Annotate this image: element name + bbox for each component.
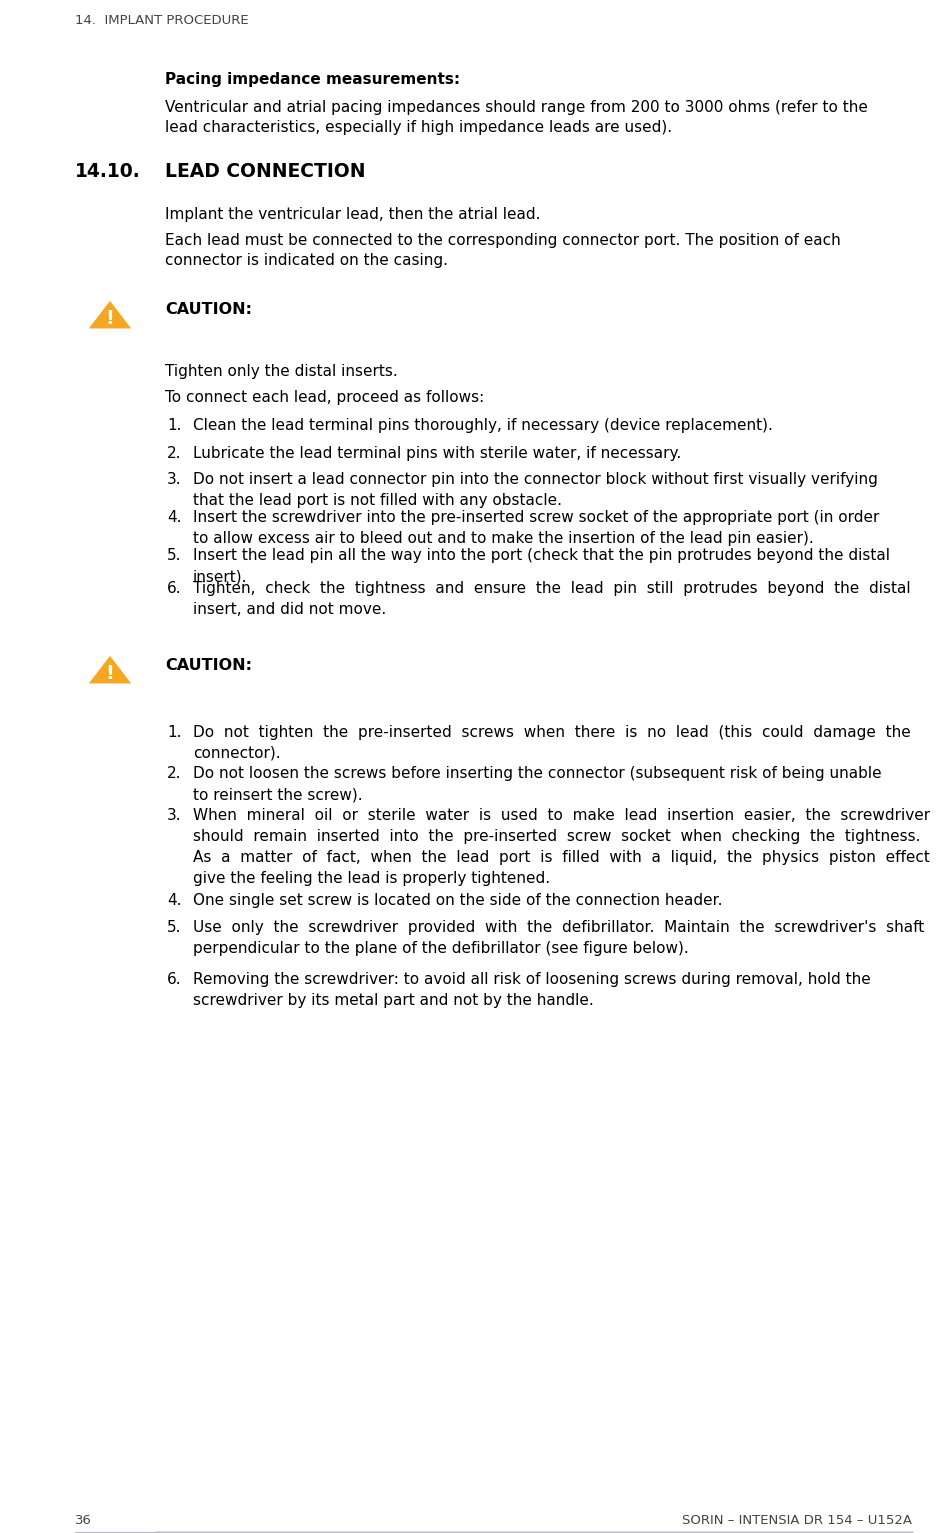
Text: 14.  IMPLANT PROCEDURE: 14. IMPLANT PROCEDURE <box>75 14 248 28</box>
Text: screwdriver by its metal part and not by the handle.: screwdriver by its metal part and not by… <box>193 993 594 1009</box>
Text: Ventricular and atrial pacing impedances should range from 200 to 3000 ohms (ref: Ventricular and atrial pacing impedances… <box>165 100 868 115</box>
Text: 6.: 6. <box>167 972 181 987</box>
Text: lead characteristics, especially if high impedance leads are used).: lead characteristics, especially if high… <box>165 120 672 135</box>
Text: CAUTION:: CAUTION: <box>165 658 252 673</box>
Text: As  a  matter  of  fact,  when  the  lead  port  is  filled  with  a  liquid,  t: As a matter of fact, when the lead port … <box>193 849 940 865</box>
Text: perpendicular to the plane of the defibrillator (see figure below).: perpendicular to the plane of the defibr… <box>193 941 689 957</box>
Text: Use  only  the  screwdriver  provided  with  the  defibrillator.  Maintain  the : Use only the screwdriver provided with t… <box>193 920 924 935</box>
Text: Insert the lead pin all the way into the port (check that the pin protrudes beyo: Insert the lead pin all the way into the… <box>193 547 890 563</box>
Text: Removing the screwdriver: to avoid all risk of loosening screws during removal, : Removing the screwdriver: to avoid all r… <box>193 972 870 987</box>
Text: should  remain  inserted  into  the  pre-inserted  screw  socket  when  checking: should remain inserted into the pre-inse… <box>193 829 920 845</box>
Text: Do not loosen the screws before inserting the connector (subsequent risk of bein: Do not loosen the screws before insertin… <box>193 766 882 780</box>
Text: insert).: insert). <box>193 569 247 584</box>
Text: SORIN – INTENSIA DR 154 – U152A: SORIN – INTENSIA DR 154 – U152A <box>682 1515 912 1527</box>
Text: 4.: 4. <box>167 894 181 908</box>
Text: Implant the ventricular lead, then the atrial lead.: Implant the ventricular lead, then the a… <box>165 207 540 222</box>
Text: connector).: connector). <box>193 747 281 760</box>
Text: 36: 36 <box>75 1515 92 1527</box>
Text: 3.: 3. <box>167 808 181 823</box>
Text: Do not insert a lead connector pin into the connector block without first visual: Do not insert a lead connector pin into … <box>193 472 878 487</box>
Text: Pacing impedance measurements:: Pacing impedance measurements: <box>165 72 460 87</box>
Text: 1.: 1. <box>167 725 181 740</box>
Text: Each lead must be connected to the corresponding connector port. The position of: Each lead must be connected to the corre… <box>165 233 840 248</box>
Text: insert, and did not move.: insert, and did not move. <box>193 602 386 616</box>
Text: CAUTION:: CAUTION: <box>165 302 252 317</box>
Text: 2.: 2. <box>167 446 181 461</box>
Text: Tighten,  check  the  tightness  and  ensure  the  lead  pin  still  protrudes  : Tighten, check the tightness and ensure … <box>193 581 911 596</box>
Polygon shape <box>86 299 134 330</box>
Text: 4.: 4. <box>167 510 181 524</box>
Text: Tighten only the distal inserts.: Tighten only the distal inserts. <box>165 363 398 379</box>
Text: connector is indicated on the casing.: connector is indicated on the casing. <box>165 253 448 268</box>
Text: 14.10.: 14.10. <box>75 162 141 181</box>
Text: Insert the screwdriver into the pre-inserted screw socket of the appropriate por: Insert the screwdriver into the pre-inse… <box>193 510 880 524</box>
Text: 5.: 5. <box>167 547 181 563</box>
Text: Do  not  tighten  the  pre-inserted  screws  when  there  is  no  lead  (this  c: Do not tighten the pre-inserted screws w… <box>193 725 911 740</box>
Text: !: ! <box>105 664 115 684</box>
Text: 6.: 6. <box>167 581 181 596</box>
Text: 3.: 3. <box>167 472 181 487</box>
Text: to allow excess air to bleed out and to make the insertion of the lead pin easie: to allow excess air to bleed out and to … <box>193 530 814 546</box>
Text: 1.: 1. <box>167 419 181 432</box>
Text: Lubricate the lead terminal pins with sterile water, if necessary.: Lubricate the lead terminal pins with st… <box>193 446 682 461</box>
Text: 2.: 2. <box>167 766 181 780</box>
Text: give the feeling the lead is properly tightened.: give the feeling the lead is properly ti… <box>193 871 550 886</box>
Text: One single set screw is located on the side of the connection header.: One single set screw is located on the s… <box>193 894 723 908</box>
Text: When  mineral  oil  or  sterile  water  is  used  to  make  lead  insertion  eas: When mineral oil or sterile water is use… <box>193 808 930 823</box>
Text: To connect each lead, proceed as follows:: To connect each lead, proceed as follows… <box>165 389 484 405</box>
Text: Clean the lead terminal pins thoroughly, if necessary (device replacement).: Clean the lead terminal pins thoroughly,… <box>193 419 773 432</box>
Text: !: ! <box>105 310 115 328</box>
Polygon shape <box>86 653 134 685</box>
Text: to reinsert the screw).: to reinsert the screw). <box>193 786 363 802</box>
Text: 5.: 5. <box>167 920 181 935</box>
Text: LEAD CONNECTION: LEAD CONNECTION <box>165 162 366 181</box>
Text: that the lead port is not filled with any obstacle.: that the lead port is not filled with an… <box>193 494 562 507</box>
